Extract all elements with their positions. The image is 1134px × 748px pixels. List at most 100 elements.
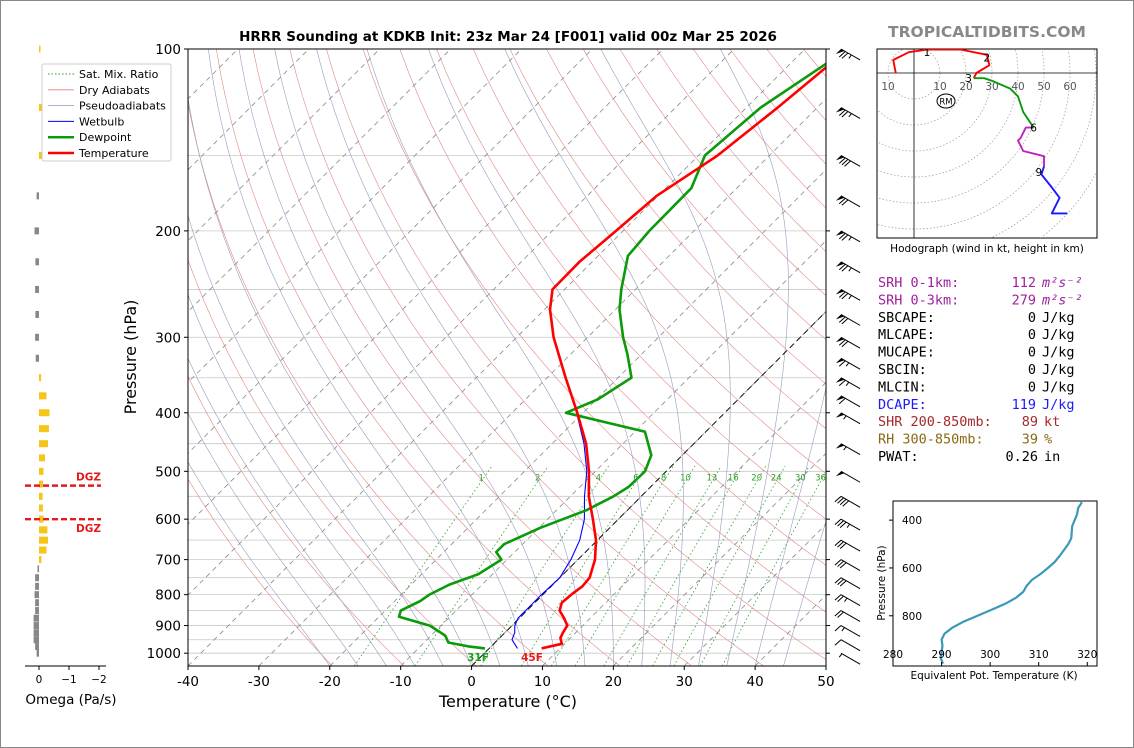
barb-flag [842, 500, 850, 507]
sounding-indices: SRH 0-1km: 112 m²s⁻² SRH 0-3km: 279 m²s⁻² SBCA… [878, 275, 1083, 465]
omega-bar [34, 227, 39, 235]
dry-adiabat-line [399, 49, 826, 566]
storm-motion-rm-label: RM [939, 98, 952, 108]
pseudoadiabat-line [366, 49, 614, 666]
dewpoint-profile [397, 62, 826, 650]
legend: Sat. Mix. Ratio Dry Adiabats Pseudoadiabat… [41, 63, 172, 162]
omega-bar [36, 192, 39, 200]
mixing-ratio-label: 2 [535, 474, 540, 484]
omega-bar [34, 591, 39, 599]
y-tick-label: 900 [155, 619, 181, 635]
dry-adiabat-line [546, 49, 826, 385]
barb-shaft [840, 412, 861, 425]
omega-bar [39, 480, 43, 488]
y-tick-label: 400 [155, 406, 181, 422]
barb-flag [838, 379, 846, 387]
barb-flag [834, 495, 842, 503]
omega-bar [39, 454, 45, 462]
hodograph-ring-label: 60 [1063, 81, 1076, 93]
barb-flag [841, 234, 849, 241]
skewt-plot-frame [187, 48, 827, 667]
dry-adiabat-line [582, 49, 826, 341]
barb-flag [841, 199, 849, 206]
barb-shaft [840, 395, 861, 408]
omega-bar [39, 492, 43, 500]
hodograph-ring-label: 10 [933, 81, 946, 93]
barb-flag [837, 611, 844, 618]
index-unit: J/kg [1042, 345, 1075, 361]
pseudoadiabat-line [238, 49, 529, 666]
omega-bar [39, 425, 49, 433]
mixing-ratio-label: 8 [661, 474, 666, 484]
barb-flag [838, 360, 846, 367]
index-value: 112 [1012, 275, 1036, 291]
index-row: SBCIN: 0 J/kg [878, 362, 1075, 378]
theta-x-tick-label: 320 [1077, 649, 1097, 661]
site-watermark: TROPICALTIDBITS.COM [888, 23, 1086, 41]
isotherm-line [258, 98, 826, 666]
x-tick-label: 50 [817, 674, 834, 690]
omega-bar [39, 546, 47, 554]
barb-flag [834, 539, 842, 546]
barb-flag [834, 577, 842, 584]
pseudoadiabat-line [600, 49, 731, 666]
mixing-ratio-labels: 1 2 4 6 8 10 13 16 20 24 30 36 [478, 474, 825, 484]
theta-x-tick-label: 300 [980, 649, 1000, 661]
barb-shaft [840, 48, 861, 61]
mixing-ratio-line [673, 465, 786, 666]
omega-bar [39, 409, 50, 417]
dry-adiabat-line [362, 49, 826, 613]
dry-adiabat-line [252, 49, 692, 666]
barb-flag [838, 316, 846, 323]
barb-flag [837, 520, 844, 527]
x-tick-label: -10 [390, 674, 412, 690]
y-tick-label: 1000 [147, 646, 181, 662]
pseudoadiabat-line [188, 357, 387, 666]
wind-barb [834, 594, 861, 607]
omega-bar [39, 392, 47, 400]
barb-flag [834, 625, 842, 632]
theta-e-frame [892, 500, 1098, 667]
mixing-ratio-label: 6 [633, 474, 638, 484]
barb-flag [838, 109, 846, 116]
barb-pennant [835, 261, 845, 267]
dry-adiabat-line [509, 49, 826, 429]
pseudoadiabat-line [188, 293, 416, 666]
pseudoadiabat-line [208, 49, 501, 666]
omega-tick-label: 0 [36, 674, 43, 686]
mixing-ratio-line [550, 465, 674, 666]
wind-barb [835, 314, 861, 326]
index-row: PWAT: 0.26 in [878, 449, 1060, 465]
dewpoint-line [397, 62, 826, 650]
mixing-ratio-label: 24 [771, 474, 782, 484]
omega-bar [33, 636, 39, 644]
omega-bar [39, 104, 42, 112]
mixing-ratio-label: 16 [728, 474, 739, 484]
index-row: RH 300-850mb: 39% [878, 432, 1052, 448]
barb-flag [838, 653, 843, 658]
barb-flag [837, 560, 844, 567]
pseudoadiabat-line [504, 49, 684, 666]
barb-shaft [840, 594, 861, 607]
barb-shaft [840, 195, 861, 208]
legend-label: Dry Adiabats [79, 84, 150, 97]
wind-barbs [834, 48, 861, 665]
hodograph-segment [1017, 126, 1045, 167]
mixing-ratio-line [652, 465, 767, 666]
barb-shaft [840, 289, 861, 301]
omega-bar [39, 440, 48, 448]
hodograph-ring-label: 20 [959, 81, 972, 93]
hodograph-ring-labels: 10 10 20 30 40 50 60 [881, 81, 1076, 93]
barb-shaft [840, 639, 861, 652]
barb-flag [834, 639, 842, 646]
barb-flag [844, 597, 848, 602]
index-row: SRH 0-1km: 112 m²s⁻² [878, 275, 1083, 291]
index-unit: J/kg [1042, 362, 1075, 378]
omega-bar [35, 582, 39, 590]
barb-flag [839, 498, 847, 506]
theta-e-profile [939, 501, 1083, 665]
barb-flag [838, 397, 846, 405]
barb-flag [837, 578, 844, 586]
barb-flag [848, 295, 852, 300]
